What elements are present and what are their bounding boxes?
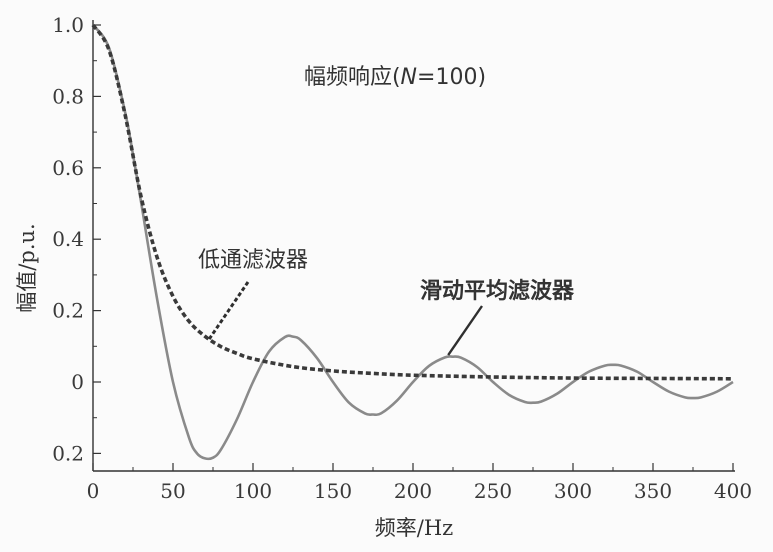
annotation-moving-average-leader [447,305,483,356]
y-tick-label: 0.6 [52,156,84,180]
chart-title-prefix: 幅频响应( [304,65,401,90]
y-axis-title: 幅值/p.u. [15,223,39,312]
x-tick-label: 0 [87,479,100,503]
chart-title: 幅频响应(N=100) [304,65,486,90]
chart-title-suffix: =100) [417,65,486,90]
x-tick-label: 400 [714,479,752,503]
x-tick-label: 100 [234,479,272,503]
annotation-moving-average-label: 滑动平均滤波器 [420,278,575,304]
y-tick-label: 0.4 [52,227,84,251]
chart-title-n: N [401,65,417,90]
annotation-lowpass-label: 低通滤波器 [198,248,308,273]
x-tick-label: 50 [160,479,185,503]
y-tick-label: 0.8 [52,84,84,108]
y-tick-label: 0.2 [52,441,84,465]
annotation-lowpass-leader [207,281,250,341]
x-tick-label: 250 [474,479,512,503]
x-tick-label: 200 [394,479,432,503]
x-tick-label: 350 [634,479,672,503]
series-lines [91,23,734,461]
tick-labels: 0 50 100 150 200 250 300 350 4001.00.80.60.40.20… [52,13,752,503]
axes [92,20,735,472]
y-tick-label: 0 [71,370,84,394]
x-tick-label: 150 [314,479,352,503]
x-tick-label: 300 [554,479,592,503]
y-tick-label: 0.2 [52,299,84,323]
tick-marks [92,24,734,471]
y-tick-label: 1.0 [52,13,84,37]
series-line-moving-average [91,24,734,461]
x-axis-title: 频率/Hz [375,516,453,540]
